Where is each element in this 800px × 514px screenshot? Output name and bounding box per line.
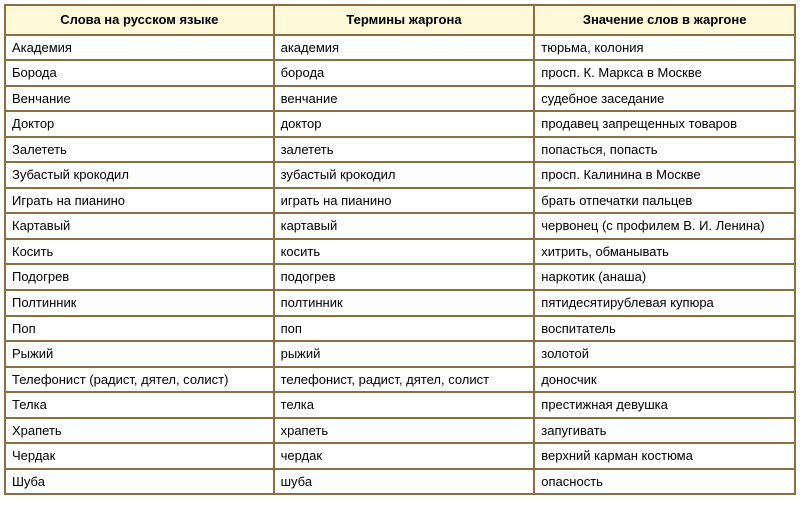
table-cell: Косить: [5, 239, 274, 265]
header-cell-jargon: Термины жаргона: [274, 5, 535, 35]
table-cell: хитрить, обманывать: [534, 239, 795, 265]
table-cell: телка: [274, 392, 535, 418]
table-row: Полтинникполтинникпятидесятирублевая куп…: [5, 290, 795, 316]
table-cell: Подогрев: [5, 264, 274, 290]
table-cell: венчание: [274, 86, 535, 112]
table-cell: академия: [274, 35, 535, 61]
header-cell-meaning: Значение слов в жаргоне: [534, 5, 795, 35]
table-cell: престижная девушка: [534, 392, 795, 418]
table-cell: Академия: [5, 35, 274, 61]
table-cell: Телка: [5, 392, 274, 418]
table-row: Бородабородапросп. К. Маркса в Москве: [5, 60, 795, 86]
table-cell: судебное заседание: [534, 86, 795, 112]
table-row: Подогревподогревнаркотик (анаша): [5, 264, 795, 290]
table-row: Доктордокторпродавец запрещенных товаров: [5, 111, 795, 137]
header-row: Слова на русском языке Термины жаргона З…: [5, 5, 795, 35]
table-row: Телкателкапрестижная девушка: [5, 392, 795, 418]
table-cell: борода: [274, 60, 535, 86]
jargon-table: Слова на русском языке Термины жаргона З…: [4, 4, 796, 495]
table-row: Венчаниевенчаниесудебное заседание: [5, 86, 795, 112]
table-cell: играть на пианино: [274, 188, 535, 214]
table-row: Чердакчердакверхний карман костюма: [5, 443, 795, 469]
table-row: Коситькоситьхитрить, обманывать: [5, 239, 795, 265]
table-cell: просп. К. Маркса в Москве: [534, 60, 795, 86]
table-cell: доктор: [274, 111, 535, 137]
table-cell: храпеть: [274, 418, 535, 444]
table-row: Рыжийрыжийзолотой: [5, 341, 795, 367]
table-row: Поппопвоспитатель: [5, 316, 795, 342]
table-cell: косить: [274, 239, 535, 265]
table-cell: Борода: [5, 60, 274, 86]
table-cell: золотой: [534, 341, 795, 367]
table-cell: шуба: [274, 469, 535, 495]
table-cell: пятидесятирублевая купюра: [534, 290, 795, 316]
table-row: Картавыйкартавыйчервонец (с профилем В. …: [5, 213, 795, 239]
table-cell: Полтинник: [5, 290, 274, 316]
table-cell: доносчик: [534, 367, 795, 393]
table-cell: Телефонист (радист, дятел, солист): [5, 367, 274, 393]
header-cell-russian: Слова на русском языке: [5, 5, 274, 35]
table-cell: телефонист, радист, дятел, солист: [274, 367, 535, 393]
table-cell: Зубастый крокодил: [5, 162, 274, 188]
table-body: Академияакадемиятюрьма, колонияБородабор…: [5, 35, 795, 495]
table-cell: воспитатель: [534, 316, 795, 342]
table-cell: чердак: [274, 443, 535, 469]
table-cell: запугивать: [534, 418, 795, 444]
table-head: Слова на русском языке Термины жаргона З…: [5, 5, 795, 35]
table-cell: Поп: [5, 316, 274, 342]
table-row: Зубастый крокодилзубастый крокодилпросп.…: [5, 162, 795, 188]
table-row: Залететьзалететьпопасться, попасть: [5, 137, 795, 163]
table-row: Шубашубаопасность: [5, 469, 795, 495]
table-row: Храпетьхрапетьзапугивать: [5, 418, 795, 444]
table-cell: наркотик (анаша): [534, 264, 795, 290]
table-cell: зубастый крокодил: [274, 162, 535, 188]
table-cell: Шуба: [5, 469, 274, 495]
table-row: Академияакадемиятюрьма, колония: [5, 35, 795, 61]
table-cell: подогрев: [274, 264, 535, 290]
table-cell: попасться, попасть: [534, 137, 795, 163]
table-cell: тюрьма, колония: [534, 35, 795, 61]
table-cell: червонец (с профилем В. И. Ленина): [534, 213, 795, 239]
table-cell: залететь: [274, 137, 535, 163]
table-cell: Венчание: [5, 86, 274, 112]
table-cell: просп. Калинина в Москве: [534, 162, 795, 188]
table-cell: Чердак: [5, 443, 274, 469]
table-cell: Храпеть: [5, 418, 274, 444]
table-cell: Играть на пианино: [5, 188, 274, 214]
table-cell: брать отпечатки пальцев: [534, 188, 795, 214]
table-cell: опасность: [534, 469, 795, 495]
table-cell: верхний карман костюма: [534, 443, 795, 469]
table-cell: рыжий: [274, 341, 535, 367]
table-cell: Картавый: [5, 213, 274, 239]
table-row: Играть на пианиноиграть на пианинобрать …: [5, 188, 795, 214]
table-row: Телефонист (радист, дятел, солист)телефо…: [5, 367, 795, 393]
table-cell: картавый: [274, 213, 535, 239]
table-cell: Залететь: [5, 137, 274, 163]
table-cell: Рыжий: [5, 341, 274, 367]
table-cell: продавец запрещенных товаров: [534, 111, 795, 137]
table-cell: полтинник: [274, 290, 535, 316]
table-cell: поп: [274, 316, 535, 342]
table-cell: Доктор: [5, 111, 274, 137]
